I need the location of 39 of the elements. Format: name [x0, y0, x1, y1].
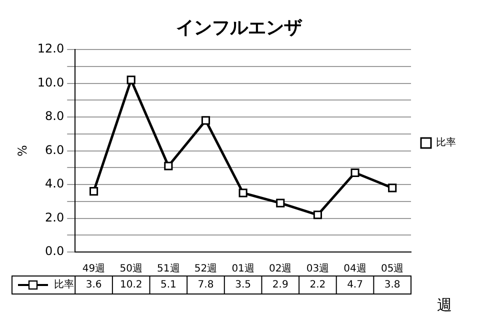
- data-label: 3.5: [235, 280, 252, 291]
- y-tick-label: 2.0: [45, 210, 64, 224]
- data-label: 5.1: [160, 280, 176, 291]
- text: 比率: [54, 280, 74, 291]
- chart-title: インフルエンザ: [176, 17, 303, 38]
- x-tick-label: 04週: [344, 264, 366, 275]
- legend-label: 比率: [436, 136, 456, 149]
- data-label: 3.6: [86, 280, 102, 291]
- point: [126, 76, 136, 84]
- y-tick-label: 10.0: [37, 75, 64, 90]
- y-axis-title: %: [15, 145, 30, 157]
- y-tick-label: 8.0: [45, 109, 64, 124]
- x-tick-label: 02週: [269, 264, 292, 275]
- x-tick-label: 50週: [120, 264, 142, 275]
- x-tick-label: 49週: [82, 264, 106, 275]
- x-axis-title: 週: [437, 296, 452, 314]
- point: [164, 162, 173, 170]
- data-label: 10.2: [120, 280, 142, 291]
- y-tick-label: 6.0: [45, 142, 64, 157]
- data-label: 2.2: [310, 280, 326, 291]
- data-label: 2.9: [272, 280, 288, 291]
- x-tick-label: 01週: [232, 264, 254, 275]
- point: [313, 210, 322, 220]
- x-tick-label: 03週: [306, 264, 330, 275]
- data-label: 4.7: [347, 280, 363, 291]
- y-tick-label: 0.0: [45, 244, 64, 258]
- point: [276, 198, 285, 208]
- y-tick-label: 12.0: [37, 42, 64, 56]
- data-label: 7.8: [198, 280, 214, 291]
- x-tick-label: 05週: [380, 264, 404, 275]
- x-tick-label: 51週: [157, 264, 180, 275]
- point: [238, 188, 248, 198]
- point: [350, 168, 360, 178]
- x-tick-label: 52週: [194, 264, 218, 275]
- point: [89, 186, 98, 196]
- point: [201, 116, 210, 125]
- y-tick-label: 4.0: [45, 176, 64, 191]
- point: [388, 184, 397, 192]
- data-label: 3.8: [384, 280, 400, 291]
